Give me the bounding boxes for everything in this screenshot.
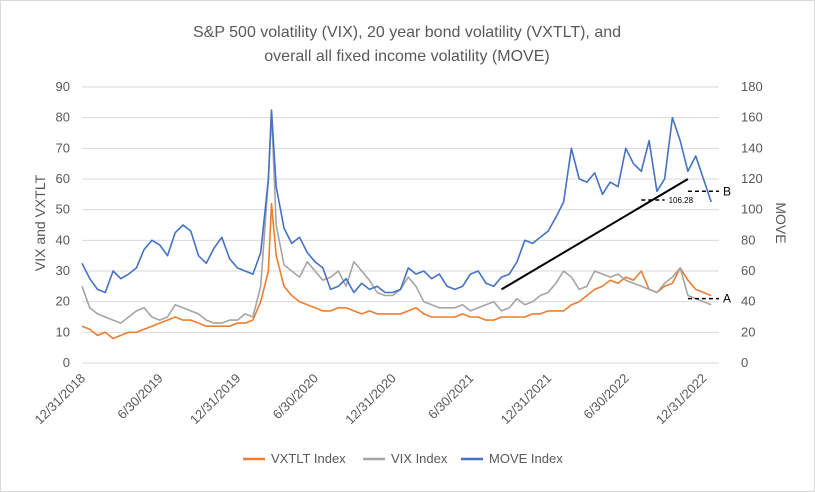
trend-line [500, 178, 689, 291]
y-tick-left-label: 30 [56, 263, 70, 278]
x-ticks: 12/31/2018 6/30/2019 12/31/2019 6/30/2020 12… [31, 362, 719, 428]
y-tick-left-label: 60 [56, 171, 70, 186]
y-tick-left-label: 20 [56, 294, 70, 309]
y-tick-left-label: 0 [63, 355, 70, 370]
y-tick-left-label: 80 [56, 110, 70, 125]
chart-title-line-1: S&P 500 volatility (VIX), 20 year bond v… [193, 24, 621, 41]
y-tick-right-label: 120 [741, 171, 763, 186]
x-tick-label: 6/30/2020 [270, 371, 322, 423]
annotations: B A 106.28 [500, 178, 731, 306]
y-tick-left-label: 90 [56, 79, 70, 94]
y-axis-left-label: VIX and VXTLT [32, 174, 48, 271]
series-lines [81, 109, 712, 340]
x-tick-label: 12/31/2022 [653, 371, 710, 428]
x-tick-label: 12/31/2018 [31, 371, 88, 428]
y-tick-right-label: 40 [741, 294, 755, 309]
y-tick-right-label: 100 [741, 202, 763, 217]
gridlines [82, 86, 719, 364]
x-tick-label: 6/30/2019 [114, 371, 166, 423]
y-tick-right-label: 140 [741, 140, 763, 155]
y-tick-right-label: 0 [741, 355, 748, 370]
y-ticks-left: 0 10 20 30 40 50 60 70 80 90 [56, 79, 70, 370]
label-a: A [723, 292, 731, 306]
label-106: 106.28 [669, 196, 694, 205]
y-tick-left-label: 50 [56, 202, 70, 217]
y-tick-left-label: 70 [56, 140, 70, 155]
label-b: B [723, 184, 731, 198]
y-tick-right-label: 180 [741, 79, 763, 94]
y-tick-left-label: 40 [56, 232, 70, 247]
legend-label: VXTLT Index [271, 451, 346, 466]
series-line-move-index [81, 109, 712, 294]
y-ticks-right: 0 20 40 60 80 100 120 140 160 180 [741, 79, 763, 370]
series-line-vix-index [81, 110, 712, 324]
legend: VXTLT Index VIX Index MOVE Index [243, 451, 563, 466]
series-line-vxtlt-index [81, 202, 712, 340]
y-tick-right-label: 20 [741, 324, 755, 339]
y-tick-right-label: 160 [741, 110, 763, 125]
y-axis-right-label: MOVE [773, 202, 789, 243]
y-tick-right-label: 60 [741, 263, 755, 278]
x-tick-label: 6/30/2022 [580, 371, 632, 423]
legend-label: VIX Index [391, 451, 448, 466]
chart-title-line-2: overall all fixed income volatility (MOV… [264, 48, 549, 65]
y-tick-right-label: 80 [741, 232, 755, 247]
x-tick-label: 12/31/2020 [342, 371, 399, 428]
x-tick-label: 12/31/2019 [187, 371, 244, 428]
y-tick-left-label: 10 [56, 324, 70, 339]
legend-label: MOVE Index [489, 451, 563, 466]
x-tick-label: 12/31/2021 [498, 371, 555, 428]
x-tick-label: 6/30/2021 [425, 371, 477, 423]
